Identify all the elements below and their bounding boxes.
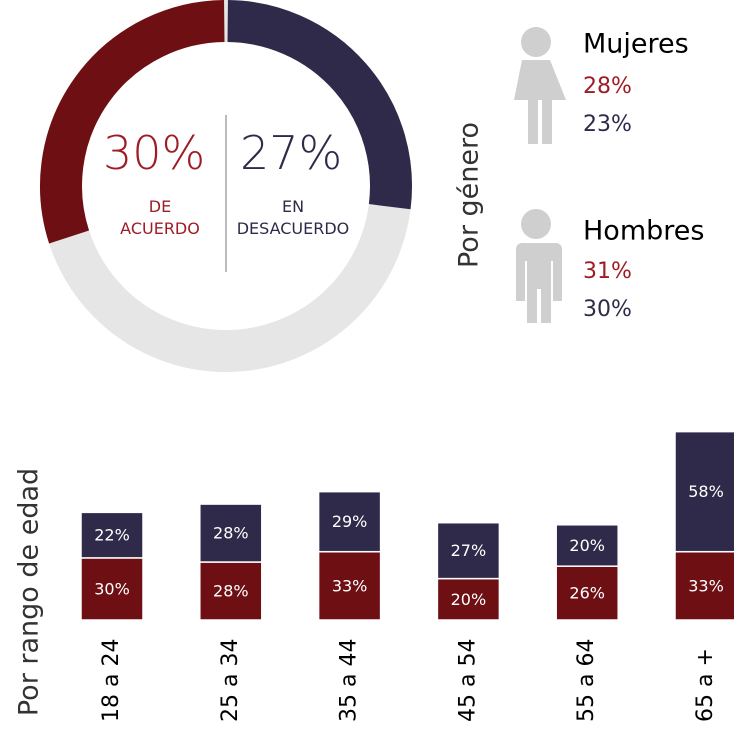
- segment-label: DE ACUERDO: [120, 197, 200, 238]
- bar-segment: [555, 565, 619, 621]
- bar-segment: [317, 550, 382, 621]
- bar-segment: [317, 490, 382, 553]
- x-tick-label: 45 a 54: [455, 639, 480, 722]
- gender-label: Por género: [454, 122, 485, 268]
- group-value: 31%: [583, 259, 632, 284]
- data-label: 26%: [569, 584, 605, 603]
- data-label: 58%: [688, 482, 724, 501]
- donut-segment: [40, 0, 225, 244]
- bar-segment: [80, 557, 144, 621]
- group-value: 30%: [583, 297, 632, 322]
- value-label: 27%: [240, 126, 343, 180]
- data-label: 29%: [332, 512, 368, 531]
- data-label: 27%: [451, 541, 487, 560]
- group-value: 23%: [583, 112, 632, 137]
- data-label: 30%: [94, 579, 130, 598]
- bar-segment: [436, 521, 501, 580]
- male-icon: [516, 209, 562, 323]
- segment-label: EN DESACUERDO: [236, 197, 350, 238]
- donut-segment: [227, 0, 412, 210]
- data-label: 33%: [332, 576, 368, 595]
- bar-segment: [436, 577, 501, 621]
- female-icon: [514, 27, 566, 144]
- group-value: 28%: [583, 74, 632, 99]
- value-label: 30%: [103, 126, 206, 180]
- x-tick-label: 65 a +: [693, 648, 718, 722]
- bar-segment: [674, 550, 734, 621]
- bar-segment: [199, 503, 263, 563]
- group-name: Mujeres: [583, 29, 689, 60]
- group-name: Hombres: [583, 216, 704, 247]
- x-tick-label: 25 a 34: [218, 639, 243, 722]
- data-label: 20%: [451, 590, 487, 609]
- x-tick-label: 18 a 24: [99, 639, 124, 722]
- data-label: 33%: [688, 576, 724, 595]
- data-label: 28%: [213, 582, 249, 601]
- data-label: 22%: [94, 526, 130, 545]
- y-axis-label: Por rango de edad: [14, 468, 45, 716]
- bar-segment: [199, 561, 263, 621]
- bar-segment: [555, 524, 619, 567]
- x-tick-label: 35 a 44: [337, 639, 362, 722]
- bar-segment: [80, 511, 144, 559]
- x-tick-label: 55 a 64: [574, 639, 599, 722]
- data-label: 20%: [569, 536, 605, 555]
- bar-segment: [674, 430, 734, 553]
- data-label: 28%: [213, 524, 249, 543]
